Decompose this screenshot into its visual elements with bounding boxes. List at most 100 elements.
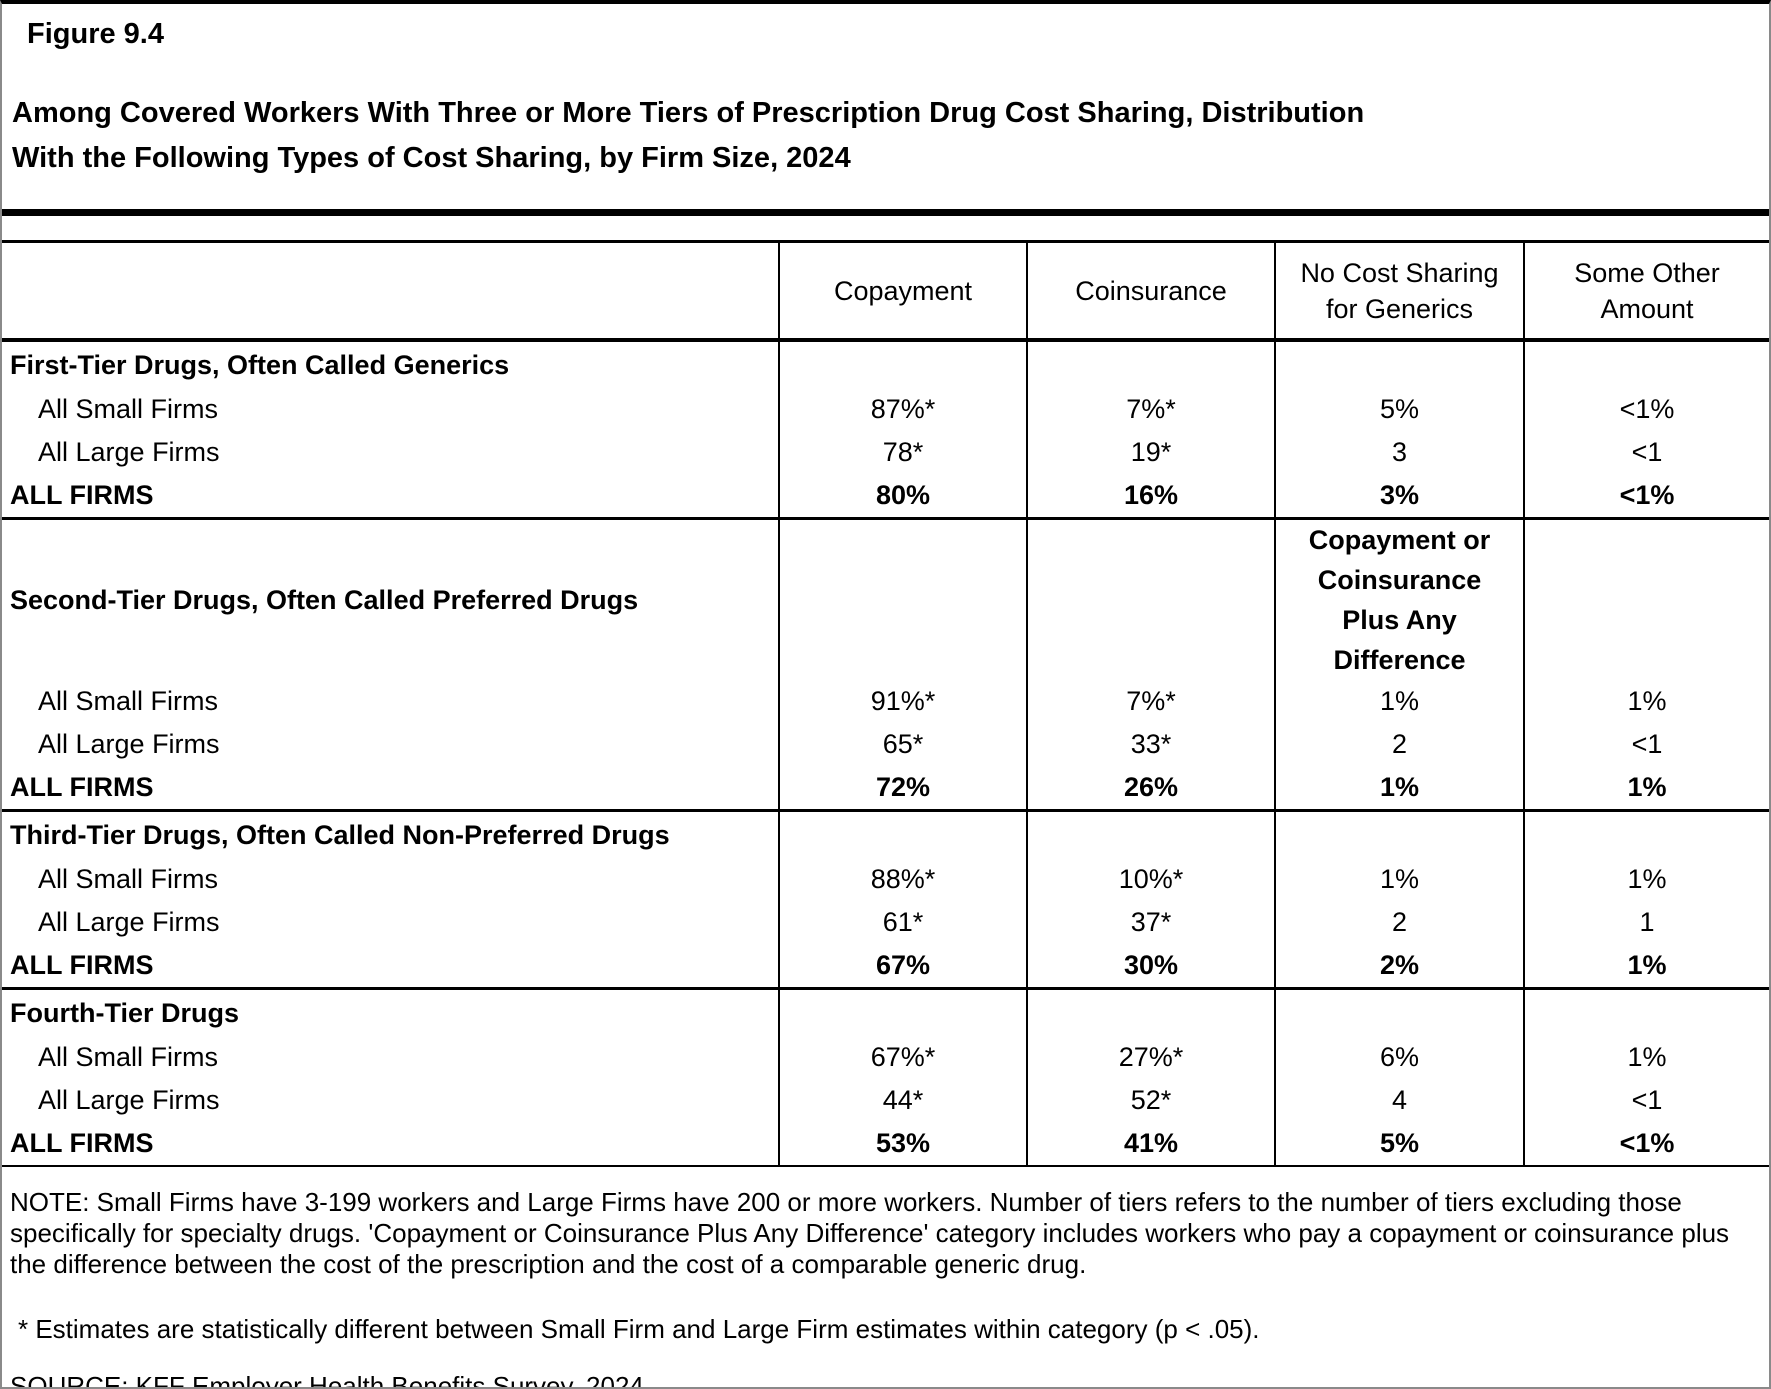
value-cell: 2 — [1274, 901, 1524, 944]
value-cell: <1 — [1523, 723, 1769, 766]
value-cell: 33* — [1026, 723, 1275, 766]
row-label: All Small Firms — [38, 1042, 218, 1072]
empty-cell — [1274, 988, 1524, 1036]
sub-column-header: Copayment or Coinsurance Plus Any Differ… — [1274, 518, 1524, 680]
section-title: Fourth-Tier Drugs — [10, 997, 239, 1028]
section-title-row: First-Tier Drugs, Often Called Generics — [2, 340, 1769, 388]
empty-cell — [1026, 810, 1275, 858]
row-label: ALL FIRMS — [10, 480, 154, 510]
section-title-row: Fourth-Tier Drugs — [2, 988, 1769, 1036]
all-firms-row: ALL FIRMS 80% 16% 3% <1% — [2, 474, 1769, 519]
value-cell: 1% — [1523, 944, 1769, 989]
empty-corner-cell — [2, 242, 779, 341]
value-cell: 3% — [1274, 474, 1524, 519]
value-cell: 87%* — [778, 388, 1027, 431]
empty-cell — [1274, 340, 1524, 388]
row-label: All Large Firms — [38, 437, 220, 467]
row-label: All Large Firms — [38, 729, 220, 759]
table-row: All Small Firms 67%* 27%* 6% 1% — [2, 1036, 1769, 1079]
table-row: All Large Firms 78* 19* 3 <1 — [2, 431, 1769, 474]
table-row: All Large Firms 61* 37* 2 1 — [2, 901, 1769, 944]
table-row: All Small Firms 91%* 7%* 1% 1% — [2, 680, 1769, 723]
value-cell: 1% — [1523, 680, 1769, 723]
value-cell: 91%* — [778, 680, 1027, 723]
empty-cell — [1523, 810, 1769, 858]
title-divider-rule — [2, 209, 1769, 216]
value-cell: 10%* — [1026, 858, 1275, 901]
row-label: ALL FIRMS — [10, 950, 154, 980]
value-cell: 1% — [1274, 680, 1524, 723]
column-header-row: Copayment Coinsurance No Cost Sharing fo… — [2, 241, 1769, 341]
value-cell: 67%* — [778, 1036, 1027, 1079]
value-cell: 1% — [1523, 1036, 1769, 1079]
row-label: ALL FIRMS — [10, 772, 154, 802]
figure-title: Among Covered Workers With Three or More… — [2, 91, 1769, 181]
empty-cell — [1523, 988, 1769, 1036]
empty-cell — [1274, 810, 1524, 858]
value-cell: 5% — [1274, 1122, 1524, 1166]
value-cell: 88%* — [778, 858, 1027, 901]
column-header-copayment: Copayment — [778, 241, 1027, 340]
value-cell: 78* — [778, 431, 1027, 474]
value-cell: 6% — [1274, 1036, 1524, 1079]
value-cell: 26% — [1026, 766, 1275, 811]
row-label: All Small Firms — [38, 864, 218, 894]
value-cell: 1% — [1274, 858, 1524, 901]
value-cell: <1 — [1523, 1079, 1769, 1122]
figure-label: Figure 9.4 — [27, 18, 164, 50]
value-cell: 61* — [778, 901, 1027, 944]
value-cell: 5% — [1274, 388, 1524, 431]
value-cell: 72% — [778, 766, 1027, 811]
value-cell: <1% — [1523, 474, 1769, 519]
value-cell: 19* — [1026, 431, 1275, 474]
all-firms-row: ALL FIRMS 72% 26% 1% 1% — [2, 766, 1769, 811]
value-cell: 41% — [1026, 1122, 1275, 1166]
value-cell: 67% — [778, 944, 1027, 989]
value-cell: 1% — [1523, 766, 1769, 811]
row-label: ALL FIRMS — [10, 1128, 154, 1158]
value-cell: 53% — [778, 1122, 1027, 1166]
value-cell: 2 — [1274, 723, 1524, 766]
row-label: All Large Firms — [38, 907, 220, 937]
table-row: All Large Firms 65* 33* 2 <1 — [2, 723, 1769, 766]
value-cell: 7%* — [1026, 388, 1275, 431]
source-text: SOURCE: KFF Employer Health Benefits Sur… — [10, 1371, 644, 1389]
cost-sharing-table: Copayment Coinsurance No Cost Sharing fo… — [2, 240, 1769, 1167]
title-block: Figure 9.4 Among Covered Workers With Th… — [2, 4, 1769, 181]
empty-cell — [778, 340, 1027, 388]
value-cell: 2% — [1274, 944, 1524, 989]
section-title: Third-Tier Drugs, Often Called Non-Prefe… — [10, 819, 670, 850]
row-label: All Large Firms — [38, 1085, 220, 1115]
all-firms-row: ALL FIRMS 67% 30% 2% 1% — [2, 944, 1769, 989]
value-cell: 80% — [778, 474, 1027, 519]
empty-cell — [1026, 518, 1275, 680]
section-title-row: Third-Tier Drugs, Often Called Non-Prefe… — [2, 810, 1769, 858]
value-cell: 16% — [1026, 474, 1275, 519]
value-cell: 27%* — [1026, 1036, 1275, 1079]
value-cell: 44* — [778, 1079, 1027, 1122]
empty-cell — [778, 518, 1027, 680]
table-row: All Small Firms 87%* 7%* 5% <1% — [2, 388, 1769, 431]
value-cell: 1 — [1523, 901, 1769, 944]
figure-title-line2: With the Following Types of Cost Sharing… — [12, 142, 851, 174]
value-cell: 65* — [778, 723, 1027, 766]
row-label: All Small Firms — [38, 394, 218, 424]
empty-cell — [1026, 988, 1275, 1036]
table-row: All Large Firms 44* 52* 4 <1 — [2, 1079, 1769, 1122]
column-header-no-cost-sharing: No Cost Sharing for Generics — [1274, 241, 1524, 340]
section-title: First-Tier Drugs, Often Called Generics — [10, 349, 510, 380]
value-cell: 30% — [1026, 944, 1275, 989]
row-label: All Small Firms — [38, 686, 218, 716]
value-cell: <1% — [1523, 388, 1769, 431]
section-title: Second-Tier Drugs, Often Called Preferre… — [10, 584, 639, 615]
empty-cell — [1523, 518, 1769, 680]
note-text: NOTE: Small Firms have 3-199 workers and… — [10, 1187, 1730, 1279]
value-cell: 4 — [1274, 1079, 1524, 1122]
empty-cell — [1523, 340, 1769, 388]
section-title-row: Second-Tier Drugs, Often Called Preferre… — [2, 518, 1769, 680]
value-cell: 37* — [1026, 901, 1275, 944]
value-cell: 52* — [1026, 1079, 1275, 1122]
value-cell: 1% — [1274, 766, 1524, 811]
value-cell: <1% — [1523, 1122, 1769, 1166]
column-header-some-other-amount: Some Other Amount — [1523, 241, 1769, 340]
